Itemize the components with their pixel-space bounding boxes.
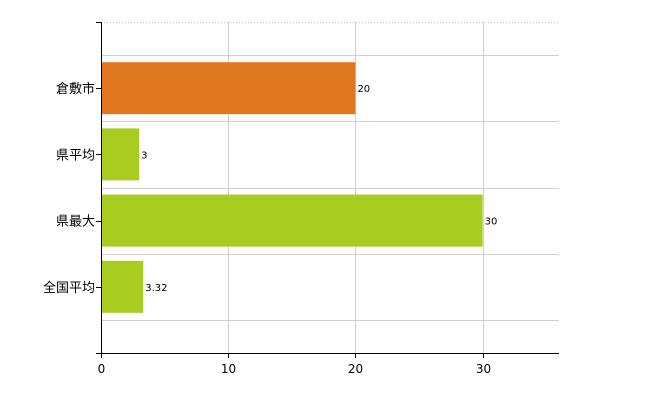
category-label: 全国平均 <box>43 280 95 296</box>
category-label: 県最大 <box>56 215 95 230</box>
x-tick-label: 10 <box>221 362 236 376</box>
axis-layer <box>96 22 559 358</box>
bar <box>101 260 144 313</box>
grid-layer <box>101 22 559 353</box>
x-tick-label: 0 <box>98 362 106 376</box>
bar-layer <box>101 62 483 313</box>
data-label: 3.32 <box>145 283 167 294</box>
bar <box>101 62 356 115</box>
data-label: 3 <box>141 150 147 161</box>
data-label: 20 <box>357 84 370 95</box>
x-tick-label: 20 <box>348 362 363 376</box>
category-label: 倉敷市 <box>56 81 95 97</box>
data-label: 30 <box>485 217 498 228</box>
bar <box>101 194 483 247</box>
x-tick-label: 30 <box>476 362 491 376</box>
bar <box>101 128 140 181</box>
category-label: 県平均 <box>56 148 95 163</box>
label-layer: 20 倉敷市 3 県平均 30 県最大 3.32 全国平均 0 10 20 30 <box>43 81 497 376</box>
